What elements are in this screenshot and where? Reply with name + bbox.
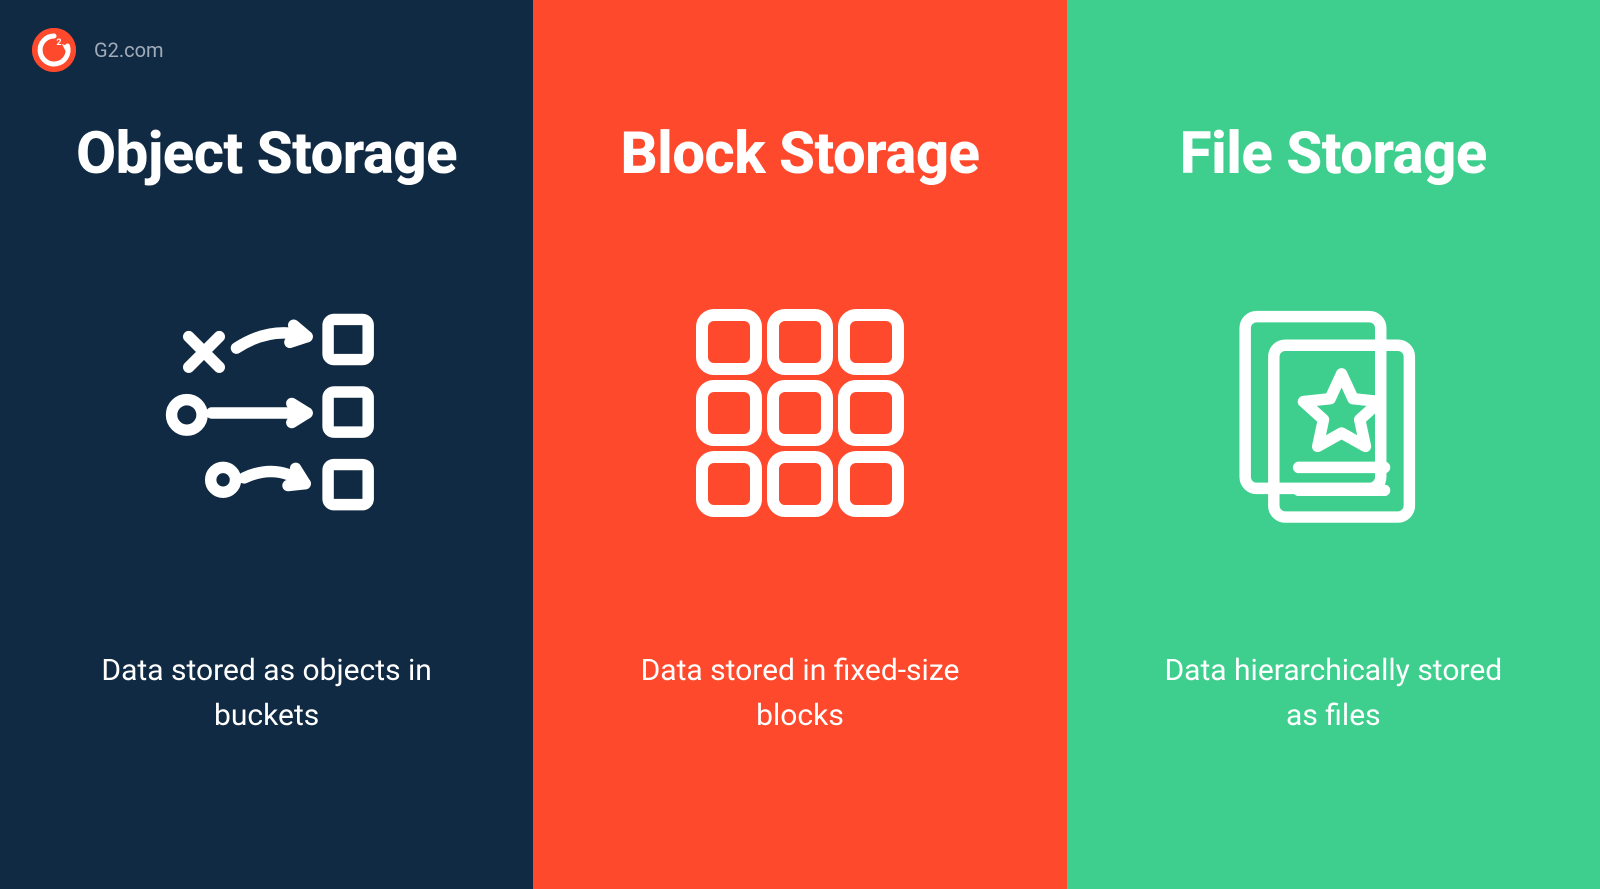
panel-title: Object Storage <box>76 120 457 188</box>
block-storage-icon <box>685 298 915 528</box>
panel-object-storage: Object Storage <box>0 0 533 889</box>
panel-description: Data stored in fixed-size blocks <box>630 648 970 738</box>
g2-logo-icon: 2 <box>32 28 76 72</box>
panel-title: File Storage <box>1180 120 1487 188</box>
file-storage-icon <box>1218 298 1448 528</box>
infographic-container: 2 G2.com Object Storage <box>0 0 1600 889</box>
panel-description: Data hierarchically stored as files <box>1163 648 1503 738</box>
panel-block-storage: Block Storage Data stored in fixed-size … <box>533 0 1066 889</box>
panel-description: Data stored as objects in buckets <box>97 648 437 738</box>
brand-block: 2 G2.com <box>32 28 164 72</box>
panel-file-storage: File Storage Data hierarchically stored … <box>1067 0 1600 889</box>
object-storage-icon <box>152 298 382 528</box>
brand-label: G2.com <box>94 38 164 62</box>
panel-title: Block Storage <box>620 120 979 188</box>
svg-text:2: 2 <box>56 38 61 48</box>
brand-logo: 2 <box>32 28 76 72</box>
